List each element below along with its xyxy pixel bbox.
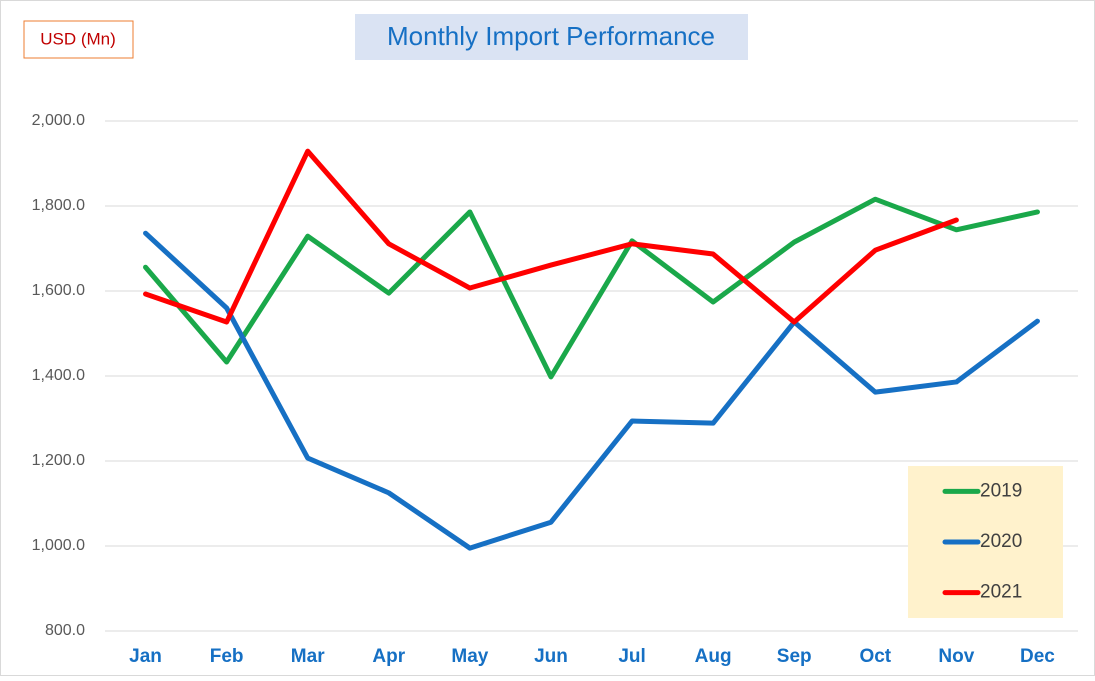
x-tick-label: Sep [777, 646, 812, 667]
legend-label: 2020 [980, 531, 1022, 552]
series-line [143, 196, 1040, 380]
series-line [143, 148, 959, 325]
x-tick-label: Feb [210, 646, 244, 667]
title-box [355, 14, 748, 60]
y-tick-label: 2,000.0 [32, 112, 85, 129]
x-tick-label: Apr [372, 646, 405, 667]
x-tick-label: Jun [534, 646, 568, 667]
legend [908, 466, 1063, 618]
y-tick-label: 1,800.0 [32, 197, 85, 214]
y-tick-label: 1,000.0 [32, 537, 85, 554]
y-tick-label: 1,400.0 [32, 367, 85, 384]
unit-box [23, 20, 134, 59]
x-tick-label: Mar [291, 646, 325, 667]
unit-label: USD (Mn) [40, 29, 116, 48]
y-tick-label: 1,200.0 [32, 452, 85, 469]
x-tick-label: Dec [1020, 646, 1055, 667]
x-tick-label: May [451, 646, 488, 667]
x-tick-label: Jul [618, 646, 645, 667]
lines [143, 148, 1040, 551]
legend-label: 2021 [980, 582, 1022, 603]
x-tick-label: Aug [695, 646, 732, 667]
chart-title: Monthly Import Performance [387, 21, 715, 51]
y-tick-label: 800.0 [45, 622, 85, 639]
x-tick-label: Nov [938, 646, 974, 667]
series-line [143, 230, 1040, 551]
y-tick-label: 1,600.0 [32, 282, 85, 299]
x-tick-label: Jan [129, 646, 162, 667]
legend-label: 2019 [980, 480, 1022, 501]
x-tick-label: Oct [859, 646, 891, 667]
